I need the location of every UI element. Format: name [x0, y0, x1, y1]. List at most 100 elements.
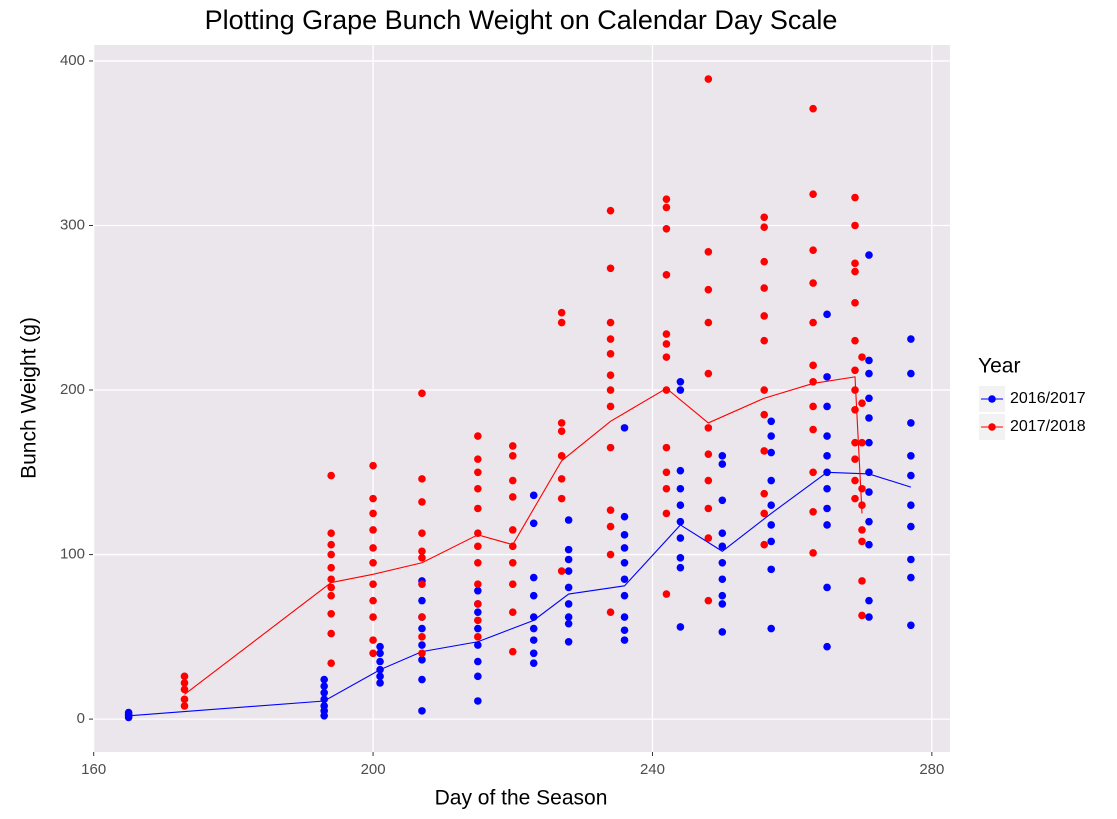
- point: [327, 575, 335, 584]
- point: [606, 608, 615, 616]
- point: [529, 636, 538, 644]
- plot-panel: [93, 45, 950, 752]
- point: [704, 596, 713, 605]
- point: [760, 336, 769, 345]
- point: [823, 373, 831, 381]
- point: [418, 498, 426, 506]
- point: [529, 659, 538, 667]
- point: [907, 452, 915, 460]
- point: [529, 591, 538, 600]
- point: [851, 221, 859, 230]
- point: [606, 206, 615, 215]
- point: [760, 410, 769, 419]
- point: [369, 494, 377, 503]
- point: [851, 336, 859, 345]
- point: [704, 476, 713, 485]
- point: [474, 529, 482, 537]
- point: [508, 580, 517, 588]
- point: [529, 491, 538, 500]
- point: [718, 529, 727, 537]
- point: [620, 636, 629, 644]
- point: [662, 468, 671, 477]
- point: [474, 608, 482, 616]
- point: [557, 308, 566, 317]
- point: [676, 501, 685, 509]
- point: [564, 516, 573, 524]
- point: [320, 688, 328, 697]
- point: [704, 285, 713, 294]
- point: [662, 340, 671, 348]
- point: [369, 544, 377, 552]
- point: [662, 330, 671, 338]
- point: [865, 394, 873, 403]
- point: [676, 466, 685, 475]
- y-tick-label: 100: [60, 546, 85, 563]
- point: [718, 628, 727, 636]
- x-tick-label: 160: [81, 761, 106, 778]
- point: [718, 542, 727, 551]
- point: [718, 575, 727, 584]
- point: [620, 512, 629, 521]
- mean-line: [184, 376, 863, 695]
- point: [823, 468, 831, 477]
- point: [564, 637, 573, 646]
- point: [704, 424, 713, 432]
- point: [809, 246, 817, 254]
- point: [418, 613, 426, 621]
- point: [564, 613, 573, 621]
- point: [606, 350, 615, 358]
- point: [676, 623, 685, 631]
- point: [760, 223, 769, 231]
- point: [662, 443, 671, 452]
- point: [376, 672, 384, 681]
- point: [606, 443, 615, 452]
- point: [180, 685, 189, 694]
- point: [529, 519, 538, 528]
- point: [418, 675, 426, 684]
- point: [557, 475, 566, 483]
- point: [907, 621, 915, 630]
- point: [327, 563, 335, 572]
- point: [865, 613, 873, 621]
- point: [474, 600, 482, 608]
- point: [858, 399, 866, 407]
- point: [676, 484, 685, 493]
- y-tick-label: 0: [77, 710, 85, 727]
- point: [858, 611, 866, 620]
- point: [418, 529, 426, 537]
- point: [760, 257, 769, 266]
- point: [564, 600, 573, 608]
- point: [662, 484, 671, 493]
- point: [564, 619, 573, 628]
- point: [606, 402, 615, 411]
- point: [865, 488, 873, 496]
- legend-label: 2016/2017: [1010, 390, 1086, 407]
- point: [369, 596, 377, 605]
- point: [809, 279, 817, 287]
- point: [767, 624, 775, 633]
- point: [662, 386, 671, 394]
- point: [620, 575, 629, 584]
- point: [851, 193, 859, 202]
- point: [662, 203, 671, 212]
- point: [676, 377, 685, 386]
- point: [865, 356, 873, 365]
- point: [865, 414, 873, 422]
- point: [606, 522, 615, 531]
- point: [376, 665, 384, 674]
- point: [767, 432, 775, 440]
- point: [760, 489, 769, 498]
- point: [474, 432, 482, 440]
- point: [564, 583, 573, 592]
- point: [809, 104, 817, 113]
- point: [508, 452, 517, 460]
- point: [809, 377, 817, 386]
- point: [376, 649, 384, 658]
- point: [508, 647, 517, 656]
- point: [180, 702, 189, 710]
- point: [180, 695, 189, 704]
- point: [327, 471, 335, 480]
- point: [823, 642, 831, 651]
- point: [327, 609, 335, 618]
